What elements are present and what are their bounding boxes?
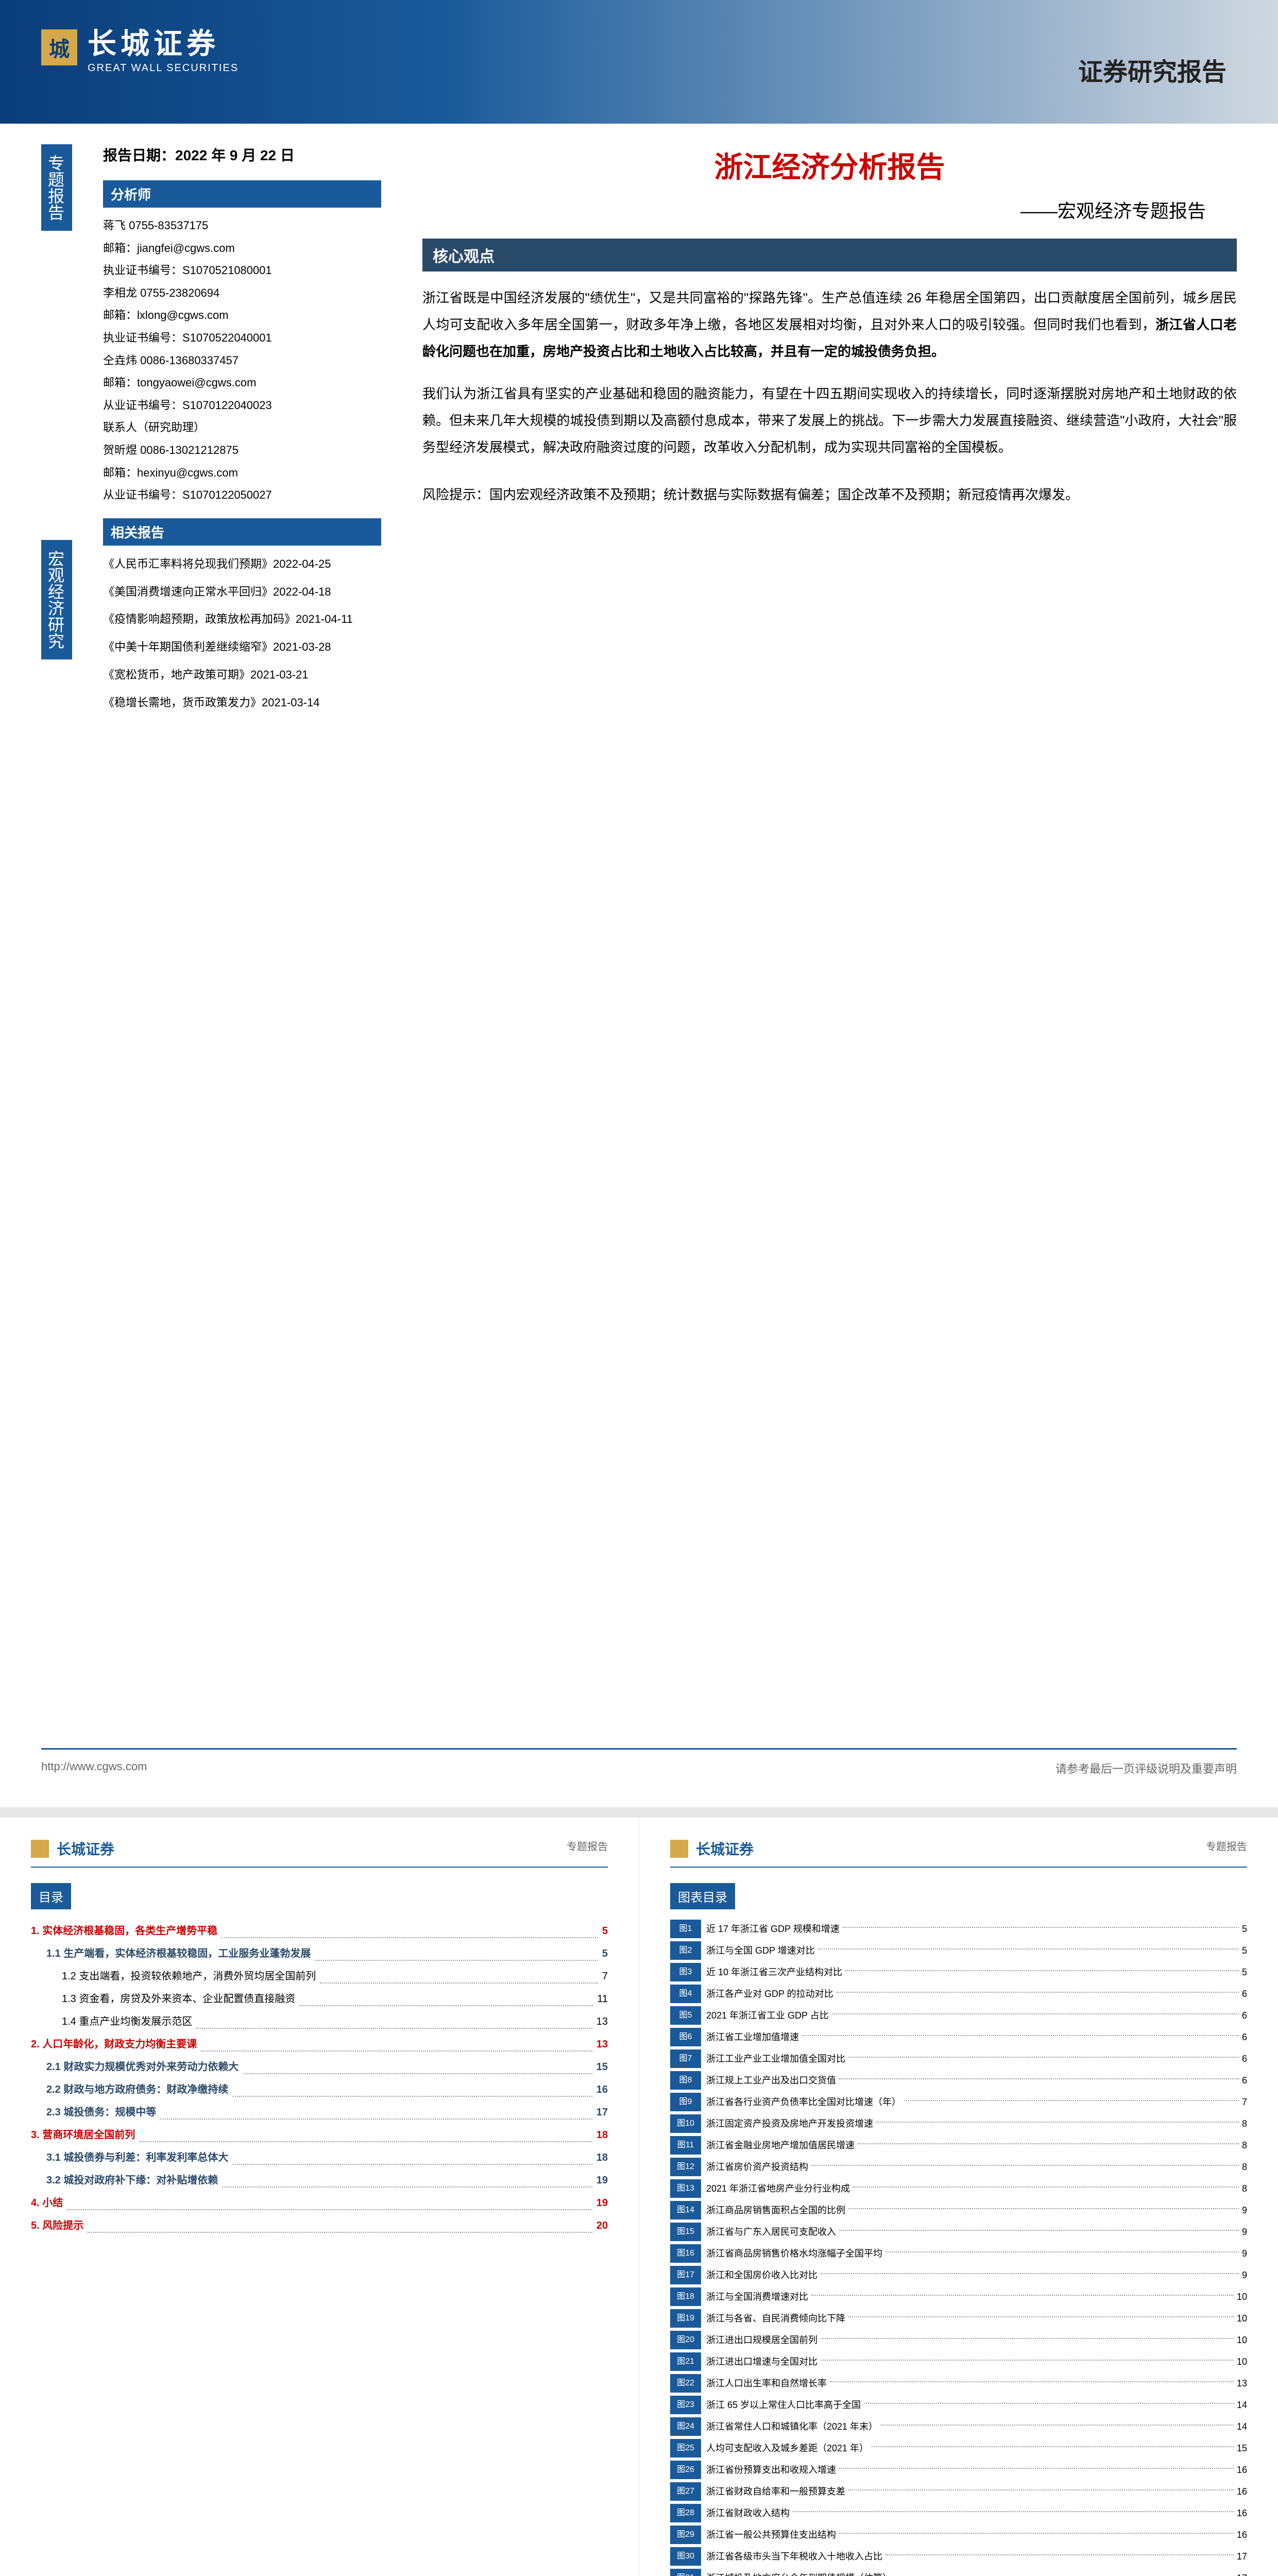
fig-item: 图6浙江省工业增加值增速6: [670, 2028, 1247, 2046]
analyst-line: 从业证书编号：S1070122050027: [103, 485, 381, 505]
related-item: 《疫情影响超预期，政策放松再加码》2021-04-11: [103, 608, 381, 630]
fig-list: 图1近 17 年浙江省 GDP 规模和增速5 图2浙江与全国 GDP 增速对比5 图…: [670, 1920, 1247, 2576]
analyst-line: 邮箱：hexinyu@cgws.com: [103, 463, 381, 483]
logo-area: 城 长城证券 GREAT WALL SECURITIES: [41, 21, 1237, 74]
page-footer: http://www.cgws.com 请参考最后一页评级说明及重要声明: [41, 1748, 1237, 1776]
fig-item: 图15浙江省与广东入居民可支配收入9: [670, 2223, 1247, 2241]
risk-text: 风险提示：国内宏观经济政策不及预期；统计数据与实际数据有偏差；国企改革不及预期；…: [422, 481, 1237, 508]
related-item: 《美国消费增速向正常水平回归》2022-04-18: [103, 581, 381, 603]
toc-item: 2.2 财政与地方政府债务：财政净缴持续16: [31, 2078, 608, 2101]
analyst-line: 执业证书编号：S1070521080001: [103, 260, 381, 281]
analyst-line: 联系人（研究助理）: [103, 417, 381, 438]
fig-item: 图24浙江省常住人口和城镇化率（2021 年末）14: [670, 2417, 1247, 2436]
body-para-1: 浙江省既是中国经济发展的"绩优生"，又是共同富裕的"探路先锋"。生产总值连续 2…: [422, 284, 1237, 365]
related-item: 《人民币汇率料将兑现我们预期》2022-04-25: [103, 553, 381, 575]
fig-item: 图52021 年浙江省工业 GDP 占比6: [670, 2006, 1247, 2025]
toc-list: 1. 实体经济根基稳固，各类生产增势平稳51.1 生产端看，实体经济根基较稳固，…: [31, 1920, 608, 2237]
toc-item: 1. 实体经济根基稳固，各类生产增势平稳5: [31, 1920, 608, 1942]
analyst-header: 分析师: [103, 180, 381, 208]
related-header: 相关报告: [103, 518, 381, 546]
report-date: 报告日期：2022 年 9 月 22 日: [103, 144, 381, 165]
sub-header: 长城证券 专题报告: [670, 1838, 1247, 1868]
toc-item: 5. 风险提示20: [31, 2214, 608, 2237]
toc-item: 1.4 重点产业均衡发展示范区13: [31, 2010, 608, 2033]
analyst-block: 蒋飞 0755-83537175 邮箱：jiangfei@cgws.com 执业…: [103, 215, 381, 505]
footer-url: http://www.cgws.com: [41, 1760, 147, 1776]
fig-item: 图14浙江商品房销售面积占全国的比例9: [670, 2201, 1247, 2219]
toc-item: 3.1 城投债券与利差：利率发利率总体大18: [31, 2146, 608, 2169]
fig-item: 图17浙江和全国房价收入比对比9: [670, 2266, 1247, 2284]
fig-item: 图18浙江与全国消费增速对比10: [670, 2287, 1247, 2306]
fig-item: 图12浙江省房价资产投资结构8: [670, 2158, 1247, 2176]
fig-item: 图16浙江省商品房销售价格水均涨幅子全国平均9: [670, 2244, 1247, 2263]
related-item: 《宽松货币，地产政策可期》2021-03-21: [103, 664, 381, 686]
fig-item: 图7浙江工业产业工业增加值全国对比6: [670, 2049, 1247, 2068]
report-type: 证券研究报告: [1078, 52, 1226, 88]
fig-item: 图20浙江进出口规模居全国前列10: [670, 2331, 1247, 2349]
analyst-line: 邮箱：jiangfei@cgws.com: [103, 238, 381, 259]
fig-item: 图3近 10 年浙江省三次产业结构对比5: [670, 1963, 1247, 1981]
fig-item: 图26浙江省份预算支出和收规入增速16: [670, 2461, 1247, 2479]
toc-item: 2. 人口年龄化，财政支力均衡主要课13: [31, 2033, 608, 2056]
sub-logo-icon: [670, 1840, 688, 1858]
toc-item: 4. 小结19: [31, 2192, 608, 2214]
core-header: 核心观点: [422, 239, 1237, 272]
fig-item: 图19浙江与各省、自民消费倾向比下降10: [670, 2309, 1247, 2328]
toc-item: 3.2 城投对政府补下缘：对补贴增依赖19: [31, 2169, 608, 2192]
fig-item: 图31浙江城投及地方府台今年到期债规模（估算）17: [670, 2569, 1247, 2576]
analyst-line: 蒋飞 0755-83537175: [103, 215, 381, 236]
toc-item: 1.2 支出端看，投资较依赖地产，消费外贸均居全国前列7: [31, 1965, 608, 1988]
fig-item: 图2浙江与全国 GDP 增速对比5: [670, 1941, 1247, 1960]
sub-title: ——宏观经济专题报告: [422, 196, 1237, 223]
toc-header: 目录: [31, 1883, 71, 1909]
fig-item: 图29浙江省一般公共预算住支出结构16: [670, 2526, 1247, 2544]
main-title: 浙江经济分析报告: [422, 144, 1237, 186]
logo-icon: 城: [41, 29, 77, 65]
related-item: 《稳增长需地，货币政策发力》2021-03-14: [103, 692, 381, 714]
figlist-header: 图表目录: [670, 1883, 735, 1909]
fig-item: 图9浙江省各行业资产负债率比全国对比增速（年）7: [670, 2093, 1247, 2111]
toc-item: 3. 营商环境居全国前列18: [31, 2124, 608, 2146]
fig-item: 图23浙江 65 岁以上常住人口比率高于全国14: [670, 2396, 1247, 2414]
fig-item: 图8浙江规上工业产出及出口交货值6: [670, 2071, 1247, 2090]
toc-item: 2.1 财政实力规模优秀对外来劳动力依赖大15: [31, 2056, 608, 2078]
analyst-line: 仝垚炜 0086-13680337457: [103, 350, 381, 371]
toc-item: 2.3 城投债务：规模中等17: [31, 2101, 608, 2124]
fig-item: 图22浙江人口出生率和自然增长率13: [670, 2374, 1247, 2393]
logo-cn: 长城证券: [88, 21, 238, 62]
analyst-line: 执业证书编号：S1070522040001: [103, 328, 381, 348]
fig-item: 图28浙江省财政收入结构16: [670, 2504, 1247, 2522]
sub-logo-icon: [31, 1840, 49, 1858]
fig-item: 图30浙江省各级市头当下年税收入十地收入占比17: [670, 2547, 1247, 2566]
sidebar-label-2: 宏观经济研究: [41, 540, 72, 659]
related-item: 《中美十年期国债利差继续缩窄》2021-03-28: [103, 636, 381, 658]
sub-label: 专题报告: [567, 1838, 608, 1853]
related-reports: 《人民币汇率料将兑现我们预期》2022-04-25 《美国消费增速向正常水平回归…: [103, 553, 381, 714]
analyst-line: 从业证书编号：S1070122040023: [103, 395, 381, 416]
analyst-line: 李相龙 0755-23820694: [103, 283, 381, 303]
body-para-2: 我们认为浙江省具有坚实的产业基础和稳固的融资能力，有望在十四五期间实现收入的持续…: [422, 380, 1237, 461]
sidebar-label-1: 专题报告: [41, 144, 72, 231]
fig-item: 图11浙江省金融业房地产增加值居民增速8: [670, 2136, 1247, 2155]
sub-logo-text: 长城证券: [57, 1838, 114, 1859]
fig-item: 图21浙江进出口增速与全国对比10: [670, 2352, 1247, 2371]
header-banner: 城 长城证券 GREAT WALL SECURITIES 证券研究报告: [0, 0, 1278, 124]
analyst-line: 邮箱：lxlong@cgws.com: [103, 305, 381, 326]
sub-label: 专题报告: [1206, 1838, 1247, 1853]
fig-item: 图132021 年浙江省地房产业分行业构成8: [670, 2179, 1247, 2198]
fig-item: 图27浙江省财政自给率和一般预算支差16: [670, 2482, 1247, 2501]
sub-logo-text: 长城证券: [696, 1838, 754, 1859]
footer-note: 请参考最后一页评级说明及重要声明: [1055, 1760, 1237, 1776]
fig-item: 图10浙江固定资产投资及房地产开发投资增速8: [670, 2114, 1247, 2133]
toc-item: 1.3 资金看，房贷及外来资本、企业配置债直接融资11: [31, 1988, 608, 2010]
analyst-line: 贺昕煜 0086-13021212875: [103, 440, 381, 461]
fig-item: 图25人均可支配收入及城乡差距（2021 年）15: [670, 2439, 1247, 2458]
fig-item: 图1近 17 年浙江省 GDP 规模和增速5: [670, 1920, 1247, 1938]
logo-en: GREAT WALL SECURITIES: [88, 62, 238, 74]
fig-item: 图4浙江各产业对 GDP 的拉动对比6: [670, 1985, 1247, 2003]
analyst-line: 邮箱：tongyaowei@cgws.com: [103, 372, 381, 393]
sub-header: 长城证券 专题报告: [31, 1838, 608, 1868]
toc-item: 1.1 生产端看，实体经济根基较稳固，工业服务业蓬勃发展5: [31, 1942, 608, 1965]
